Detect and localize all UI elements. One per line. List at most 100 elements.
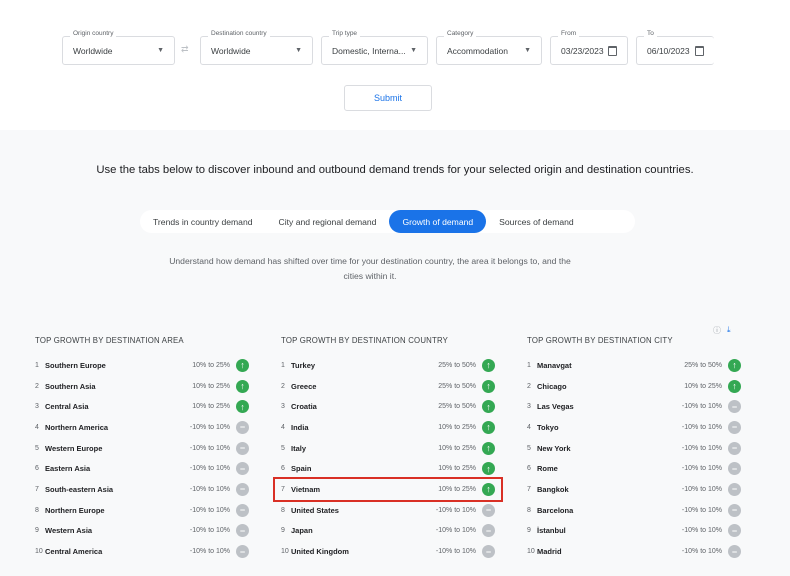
to-date-input[interactable]: To 06/10/2023: [636, 30, 714, 65]
growth-range: -10% to 10%: [189, 506, 230, 514]
growth-range: 10% to 25%: [192, 403, 230, 411]
rank: 1: [35, 361, 39, 369]
growth-range: 25% to 50%: [438, 403, 476, 411]
rank: 9: [527, 527, 531, 535]
list-item[interactable]: 4 India 10% to 25% ↑: [281, 417, 495, 438]
list-item[interactable]: 1 Manavgat 25% to 50% ↑: [527, 355, 741, 376]
list-item[interactable]: 10 Madrid -10% to 10% −: [527, 541, 741, 562]
list-item[interactable]: 9 Western Asia -10% to 10% −: [35, 521, 249, 542]
list-item[interactable]: 5 Italy 10% to 25% ↑: [281, 438, 495, 459]
minus-icon: −: [728, 441, 741, 455]
growth-range: 25% to 50%: [684, 361, 722, 369]
growth-range: 10% to 25%: [438, 444, 476, 452]
list-item[interactable]: 6 Rome -10% to 10% −: [527, 458, 741, 479]
arrow-up-icon: ↑: [236, 400, 249, 414]
caret-down-icon: ▼: [157, 47, 164, 54]
item-name: Central Asia: [45, 402, 89, 412]
growth-range: -10% to 10%: [189, 444, 230, 452]
item-name: Las Vegas: [537, 402, 574, 412]
item-name: Western Europe: [45, 443, 103, 453]
calendar-icon[interactable]: [608, 45, 617, 56]
submit-button[interactable]: Submit: [344, 85, 432, 111]
list-item[interactable]: 3 Croatia 25% to 50% ↑: [281, 396, 495, 417]
item-name: Japan: [291, 526, 313, 536]
list-item[interactable]: 8 United States -10% to 10% −: [281, 500, 495, 521]
list-item[interactable]: 5 New York -10% to 10% −: [527, 438, 741, 459]
item-name: Barcelona: [537, 505, 574, 515]
growth-range: 25% to 50%: [438, 382, 476, 390]
item-name: Italy: [291, 443, 307, 453]
list-item[interactable]: 9 İstanbul -10% to 10% −: [527, 521, 741, 542]
tab-sources-of-demand[interactable]: Sources of demand: [499, 216, 574, 227]
tab-trends-in-country-demand[interactable]: Trends in country demand: [153, 216, 253, 227]
download-icon[interactable]: ⤓: [727, 325, 731, 334]
list-title: TOP GROWTH BY DESTINATION CITY: [527, 336, 673, 345]
list-title: TOP GROWTH BY DESTINATION COUNTRY: [281, 336, 449, 345]
list-item[interactable]: 9 Japan -10% to 10% −: [281, 521, 495, 542]
growth-range: -10% to 10%: [681, 465, 722, 473]
list-item[interactable]: 10 Central America -10% to 10% −: [35, 541, 249, 562]
calendar-icon[interactable]: [695, 45, 704, 56]
list-item[interactable]: 2 Greece 25% to 50% ↑: [281, 376, 495, 397]
rank: 8: [35, 506, 39, 514]
minus-icon: −: [482, 503, 495, 517]
growth-range: -10% to 10%: [435, 506, 476, 514]
list-item[interactable]: 3 Central Asia 10% to 25% ↑: [35, 396, 249, 417]
list-item[interactable]: 1 Southern Europe 10% to 25% ↑: [35, 355, 249, 376]
list-item[interactable]: 6 Spain 10% to 25% ↑: [281, 458, 495, 479]
minus-icon: −: [236, 482, 249, 496]
list-item[interactable]: 6 Eastern Asia -10% to 10% −: [35, 458, 249, 479]
list-item[interactable]: 10 United Kingdom -10% to 10% −: [281, 541, 495, 562]
rank: 5: [35, 444, 39, 452]
growth-range: -10% to 10%: [189, 485, 230, 493]
trip-type-select[interactable]: Trip type Domestic, Interna... ▼: [321, 30, 428, 65]
item-name: Madrid: [537, 547, 562, 557]
rank: 4: [281, 423, 285, 431]
list-item[interactable]: 8 Northern Europe -10% to 10% −: [35, 500, 249, 521]
tab-growth-of-demand[interactable]: Growth of demand: [389, 210, 487, 233]
list-item[interactable]: 4 Tokyo -10% to 10% −: [527, 417, 741, 438]
minus-icon: −: [236, 441, 249, 455]
growth-range: -10% to 10%: [435, 527, 476, 535]
item-name: India: [291, 422, 309, 432]
growth-range: -10% to 10%: [189, 548, 230, 556]
rank: 5: [281, 444, 285, 452]
list-item[interactable]: 7 Bangkok -10% to 10% −: [527, 479, 741, 500]
tab-city-and-regional-demand[interactable]: City and regional demand: [278, 216, 377, 227]
arrow-up-icon: ↑: [482, 379, 495, 393]
rank: 7: [35, 485, 39, 493]
rank: 9: [35, 527, 39, 535]
list-item[interactable]: 8 Barcelona -10% to 10% −: [527, 500, 741, 521]
minus-icon: −: [482, 545, 495, 559]
arrow-up-icon: ↑: [482, 462, 495, 476]
list-item[interactable]: 7 South-eastern Asia -10% to 10% −: [35, 479, 249, 500]
list-item[interactable]: 3 Las Vegas -10% to 10% −: [527, 396, 741, 417]
rank: 1: [281, 361, 285, 369]
list-item[interactable]: 4 Northern America -10% to 10% −: [35, 417, 249, 438]
item-name: Tokyo: [537, 422, 559, 432]
item-name: Western Asia: [45, 526, 93, 536]
list-tools: ⓘ ⤓: [713, 325, 731, 336]
destination-area-list: TOP GROWTH BY DESTINATION AREA 1 Southern …: [35, 336, 249, 562]
swap-icon[interactable]: ⇄: [181, 44, 189, 54]
item-name: Bangkok: [537, 484, 569, 494]
item-name: South-eastern Asia: [45, 484, 114, 494]
help-icon[interactable]: ⓘ: [713, 326, 721, 335]
arrow-up-icon: ↑: [728, 358, 741, 372]
list-item[interactable]: 2 Chicago 10% to 25% ↑: [527, 376, 741, 397]
from-date-input[interactable]: From 03/23/2023: [550, 30, 628, 65]
category-select[interactable]: Category Accommodation ▼: [436, 30, 542, 65]
list-item[interactable]: 1 Turkey 25% to 50% ↑: [281, 355, 495, 376]
rank: 3: [35, 403, 39, 411]
minus-icon: −: [236, 503, 249, 517]
caret-down-icon: ▼: [524, 47, 531, 54]
origin-country-select[interactable]: Origin country Worldwide ▼: [62, 30, 175, 65]
list-item[interactable]: 2 Southern Asia 10% to 25% ↑: [35, 376, 249, 397]
list-item[interactable]: 7 Vietnam 10% to 25% ↑: [273, 477, 503, 502]
list-item[interactable]: 5 Western Europe -10% to 10% −: [35, 438, 249, 459]
minus-icon: −: [236, 524, 249, 538]
destination-country-select[interactable]: Destination country Worldwide ▼: [200, 30, 313, 65]
arrow-up-icon: ↑: [236, 358, 249, 372]
growth-range: -10% to 10%: [681, 506, 722, 514]
growth-range: -10% to 10%: [189, 423, 230, 431]
